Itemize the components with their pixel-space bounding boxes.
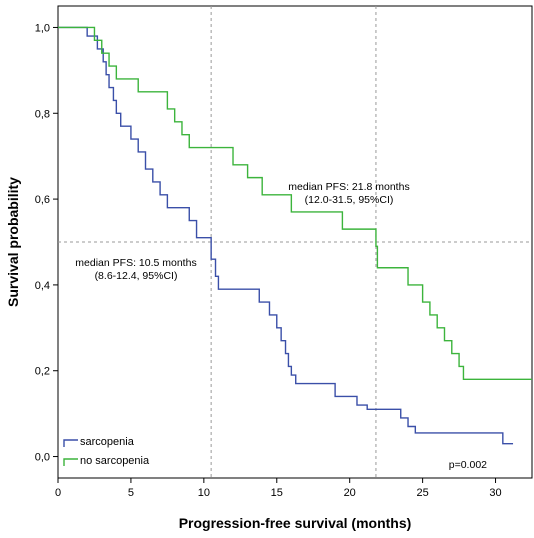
x-tick-label-10: 10: [198, 487, 210, 499]
y-tick-label-3: 0,6: [35, 194, 50, 206]
p-value: p=0.002: [449, 459, 487, 471]
legend-label-sarcopenia: sarcopenia: [80, 436, 135, 448]
no-sarcopenia-median-ci: (12.0-31.5, 95%CI): [305, 194, 394, 206]
x-axis-title: Progression-free survival (months): [179, 515, 412, 531]
x-axis-ticks: 0 5 10 15 20 25 30: [55, 478, 502, 499]
y-tick-label-0: 0,0: [35, 452, 50, 464]
y-tick-label-2: 0,4: [35, 280, 50, 292]
no-sarcopenia-median-label: median PFS: 21.8 months: [288, 181, 409, 193]
x-tick-label-30: 30: [489, 487, 501, 499]
y-tick-label-4: 0,8: [35, 108, 50, 120]
x-tick-label-25: 25: [416, 487, 428, 499]
y-tick-label-5: 1,0: [35, 22, 50, 34]
x-tick-label-15: 15: [271, 487, 283, 499]
y-tick-label-1: 0,2: [35, 366, 50, 378]
x-tick-label-0: 0: [55, 487, 61, 499]
y-axis-ticks: 0,0 0,2 0,4 0,6 0,8 1,0: [35, 22, 58, 463]
sarcopenia-median-label: median PFS: 10.5 months: [75, 257, 196, 269]
x-tick-label-5: 5: [128, 487, 134, 499]
legend-label-no-sarcopenia: no sarcopenia: [80, 455, 150, 467]
x-tick-label-20: 20: [344, 487, 356, 499]
sarcopenia-median-ci: (8.6-12.4, 95%CI): [95, 270, 178, 282]
y-axis-title: Survival probability: [5, 177, 21, 307]
